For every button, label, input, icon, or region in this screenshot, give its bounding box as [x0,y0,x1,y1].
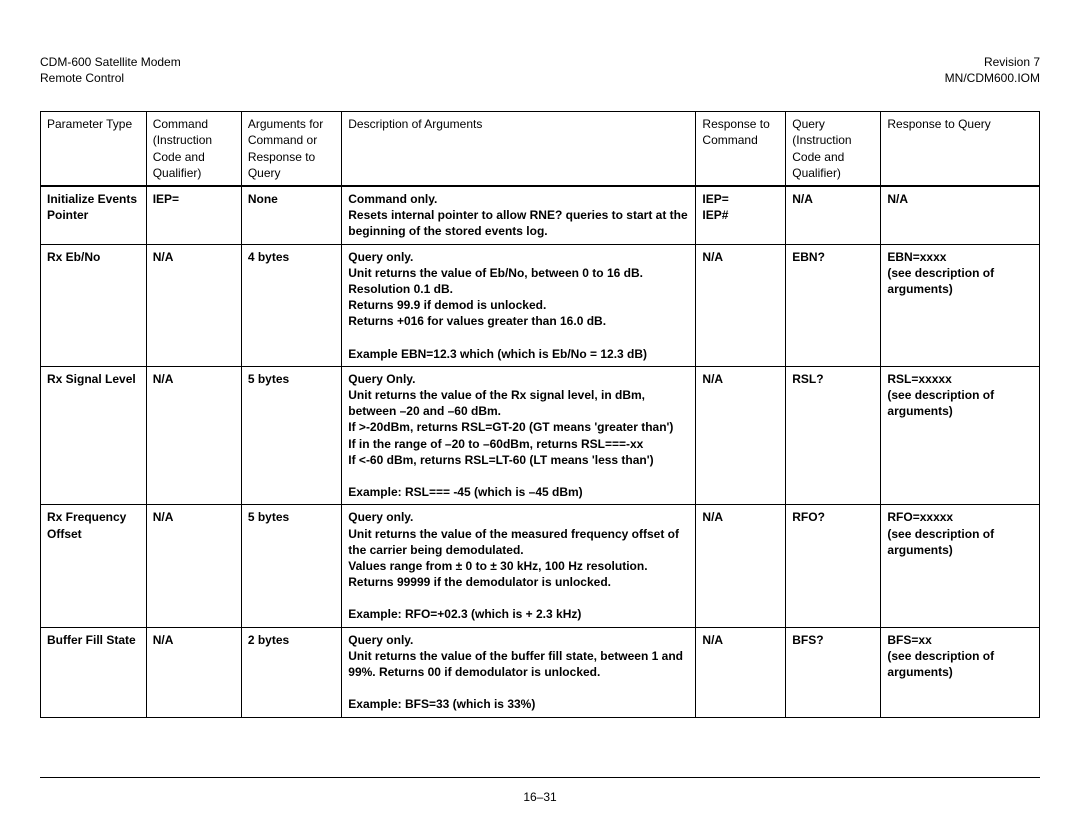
table-row: Buffer Fill StateN/A2 bytesQuery only. U… [41,627,1040,717]
cell-arguments: 4 bytes [241,244,341,366]
col-header-response-to-query: Response to Query [881,112,1040,186]
cell-arguments: None [241,186,341,244]
cell-response: N/A [696,366,786,505]
page-number: 16–31 [523,790,556,804]
cell-description: Query only. Unit returns the value of th… [342,505,696,627]
col-header-description: Description of Arguments [342,112,696,186]
header-right-line2: MN/CDM600.IOM [945,71,1040,87]
page-footer: 16–31 [40,777,1040,804]
cell-response: N/A [696,244,786,366]
cell-command: N/A [146,244,241,366]
cell-response: IEP= IEP# [696,186,786,244]
cell-parameter-type: Rx Frequency Offset [41,505,147,627]
cell-query: N/A [786,186,881,244]
cell-response: N/A [696,627,786,717]
cell-parameter-type: Buffer Fill State [41,627,147,717]
header-left-line1: CDM-600 Satellite Modem [40,55,181,71]
cell-command: N/A [146,627,241,717]
col-header-response: Response to Command [696,112,786,186]
table-header-row: Parameter Type Command (Instruction Code… [41,112,1040,186]
col-header-query: Query (Instruction Code and Qualifier) [786,112,881,186]
cell-arguments: 2 bytes [241,627,341,717]
header-right-line1: Revision 7 [945,55,1040,71]
cell-command: N/A [146,366,241,505]
cell-query: RFO? [786,505,881,627]
cell-query: RSL? [786,366,881,505]
cell-parameter-type: Rx Signal Level [41,366,147,505]
cell-command: IEP= [146,186,241,244]
cell-response-to-query: RSL=xxxxx (see description of arguments) [881,366,1040,505]
cell-command: N/A [146,505,241,627]
cell-parameter-type: Initialize Events Pointer [41,186,147,244]
cell-parameter-type: Rx Eb/No [41,244,147,366]
cell-arguments: 5 bytes [241,505,341,627]
table-row: Rx Signal LevelN/A5 bytesQuery Only. Uni… [41,366,1040,505]
cell-arguments: 5 bytes [241,366,341,505]
cell-description: Query Only. Unit returns the value of th… [342,366,696,505]
col-header-parameter-type: Parameter Type [41,112,147,186]
cell-response-to-query: N/A [881,186,1040,244]
cell-query: BFS? [786,627,881,717]
cell-description: Query only. Unit returns the value of th… [342,627,696,717]
parameter-table: Parameter Type Command (Instruction Code… [40,111,1040,717]
header-left-line2: Remote Control [40,71,181,87]
cell-query: EBN? [786,244,881,366]
cell-description: Query only. Unit returns the value of Eb… [342,244,696,366]
cell-response-to-query: BFS=xx (see description of arguments) [881,627,1040,717]
table-row: Initialize Events PointerIEP=NoneCommand… [41,186,1040,244]
col-header-arguments: Arguments for Command or Response to Que… [241,112,341,186]
col-header-command: Command (Instruction Code and Qualifier) [146,112,241,186]
cell-response-to-query: EBN=xxxx (see description of arguments) [881,244,1040,366]
cell-response-to-query: RFO=xxxxx (see description of arguments) [881,505,1040,627]
table-row: Rx Frequency OffsetN/A5 bytesQuery only.… [41,505,1040,627]
page-header: CDM-600 Satellite Modem Remote Control R… [40,55,1040,86]
cell-description: Command only. Resets internal pointer to… [342,186,696,244]
cell-response: N/A [696,505,786,627]
table-row: Rx Eb/NoN/A4 bytesQuery only. Unit retur… [41,244,1040,366]
